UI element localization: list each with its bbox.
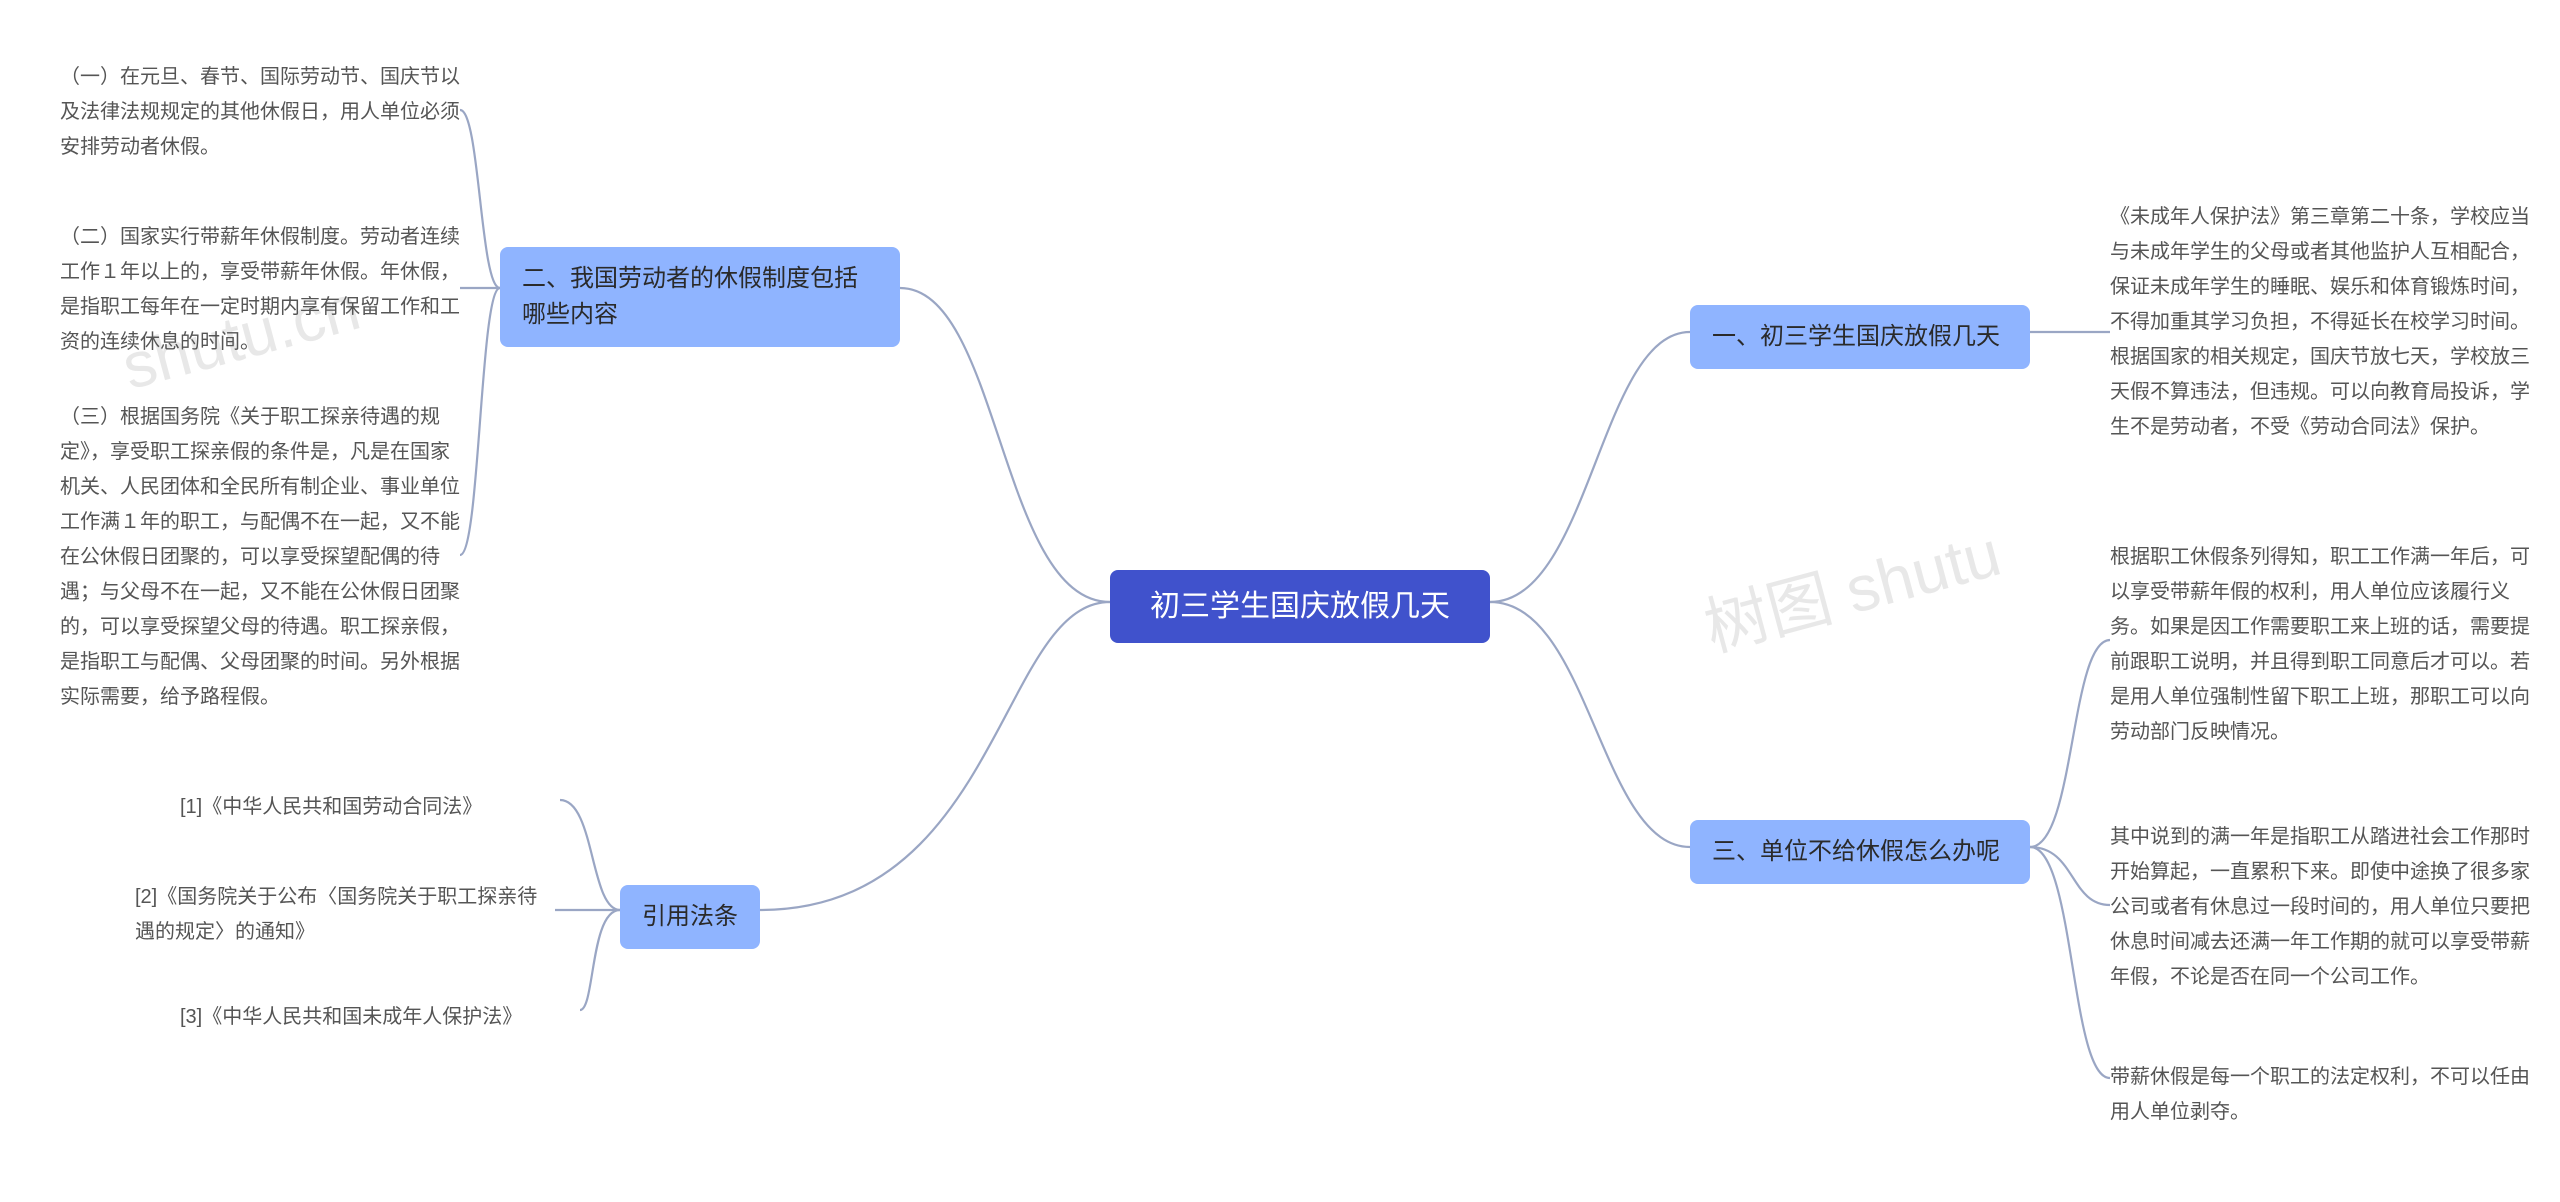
leaf-section-2-c: （三）根据国务院《关于职工探亲待遇的规定》，享受职工探亲假的条件是，凡是在国家机…: [60, 400, 460, 715]
watermark-2: 树图 shutu: [1693, 502, 2009, 669]
leaf-section-3-a: 根据职工休假条列得知，职工工作满一年后，可以享受带薪年假的权利，用人单位应该履行…: [2110, 540, 2530, 750]
branch-section-3: 三、单位不给休假怎么办呢: [1690, 820, 2030, 884]
mindmap-root: 初三学生国庆放假几天: [1110, 570, 1490, 643]
branch-references: 引用法条: [620, 885, 760, 949]
leaf-reference-3: [3]《中华人民共和国未成年人保护法》: [180, 1000, 580, 1035]
leaf-reference-2: [2]《国务院关于公布〈国务院关于职工探亲待遇的规定〉的通知》: [135, 880, 555, 950]
leaf-section-2-a: （一）在元旦、春节、国际劳动节、国庆节以及法律法规规定的其他休假日，用人单位必须…: [60, 60, 460, 165]
leaf-reference-1: [1]《中华人民共和国劳动合同法》: [180, 790, 560, 825]
leaf-section-1-detail: 《未成年人保护法》第三章第二十条，学校应当与未成年学生的父母或者其他监护人互相配…: [2110, 200, 2530, 445]
branch-section-2: 二、我国劳动者的休假制度包括哪些内容: [500, 247, 900, 347]
leaf-section-2-b: （二）国家实行带薪年休假制度。劳动者连续工作１年以上的，享受带薪年休假。年休假，…: [60, 220, 460, 360]
branch-section-1: 一、初三学生国庆放假几天: [1690, 305, 2030, 369]
leaf-section-3-b: 其中说到的满一年是指职工从踏进社会工作那时开始算起，一直累积下来。即使中途换了很…: [2110, 820, 2530, 995]
leaf-section-3-c: 带薪休假是每一个职工的法定权利，不可以任由用人单位剥夺。: [2110, 1060, 2530, 1130]
